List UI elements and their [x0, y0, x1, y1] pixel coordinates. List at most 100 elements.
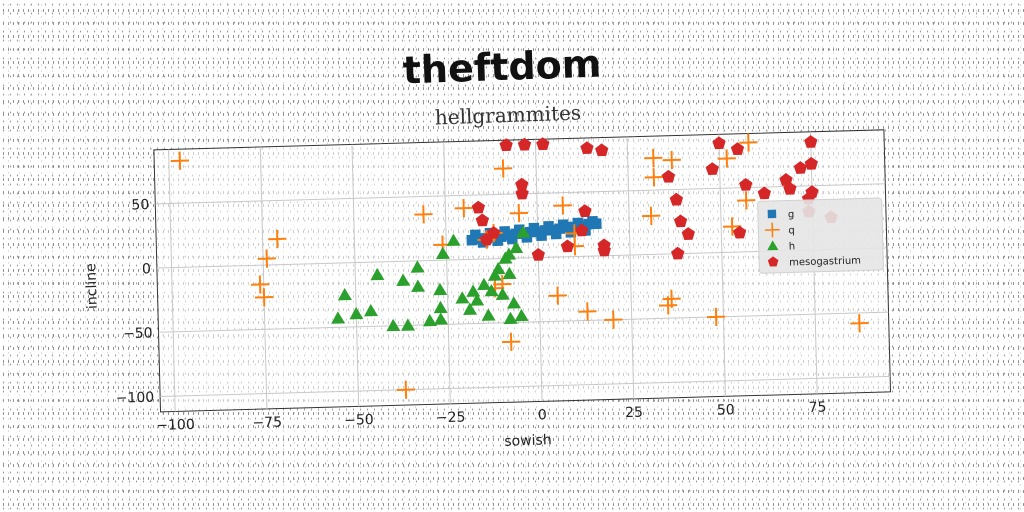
x-grid-line [259, 146, 268, 409]
data-point-h [433, 312, 448, 325]
data-point-h [481, 308, 496, 321]
data-point-h [514, 308, 529, 322]
data-point-q [739, 133, 758, 152]
data-point-q [644, 168, 663, 187]
series-q [170, 133, 869, 399]
data-point-q [644, 148, 663, 168]
data-point-mesogastrium [475, 213, 489, 227]
data-point-mesogastrium [499, 138, 513, 152]
legend-marker-mesogastrium [767, 256, 779, 267]
data-point-g [536, 230, 547, 242]
data-point-q [604, 310, 623, 329]
legend: gqh mesogastrium [757, 197, 884, 274]
data-point-h [337, 287, 352, 301]
data-point-q [642, 206, 661, 226]
x-axis-label: sowish [504, 432, 552, 450]
data-point-mesogastrium [671, 246, 685, 260]
data-point-mesogastrium [479, 232, 494, 246]
data-point-h [495, 287, 510, 300]
data-point-mesogastrium [471, 200, 486, 214]
data-point-h [466, 284, 481, 297]
data-point-mesogastrium [578, 204, 592, 218]
data-point-q [578, 302, 597, 321]
y-tick-label: 0 [142, 261, 151, 277]
data-point-h [435, 246, 450, 260]
data-point-q [662, 289, 681, 308]
data-point-h [386, 318, 401, 332]
data-point-mesogastrium [712, 136, 726, 150]
data-point-mesogastrium [793, 161, 808, 174]
data-point-h [433, 300, 448, 314]
data-point-g [587, 215, 598, 227]
x-grid-line [718, 134, 726, 397]
data-point-q [254, 288, 274, 307]
data-point-h [349, 306, 364, 320]
x-tick-label: 0 [538, 407, 547, 423]
data-point-mesogastrium [515, 186, 529, 200]
data-point-q [717, 149, 736, 168]
data-point-mesogastrium [575, 223, 589, 237]
data-point-q [548, 286, 567, 305]
tick-labels: −100 −75 −50 −25 0 25 50 75 −100 −50 0 50 [116, 197, 827, 434]
x-grid-line [168, 149, 176, 412]
data-point-h [503, 311, 518, 325]
data-point-mesogastrium [661, 169, 676, 183]
data-point-h [446, 233, 461, 247]
data-point-mesogastrium [804, 156, 818, 170]
plot-frame [153, 129, 892, 413]
x-tick-label: 50 [717, 402, 735, 418]
data-point-q [723, 217, 742, 236]
data-point-q [706, 307, 726, 327]
data-point-mesogastrium [783, 181, 797, 195]
data-point-q [454, 199, 473, 218]
data-point-h [484, 283, 499, 297]
series-layer [170, 133, 869, 399]
data-point-h [477, 277, 492, 291]
data-point-g [506, 233, 518, 245]
y-tick-label: −50 [123, 325, 153, 342]
data-point-h [370, 267, 385, 281]
data-point-mesogastrium [595, 143, 609, 157]
data-point-mesogastrium [730, 142, 745, 156]
data-point-mesogastrium [681, 227, 695, 240]
data-point-q [502, 332, 521, 351]
data-point-mesogastrium [732, 225, 747, 239]
x-tick-label: −25 [436, 410, 466, 427]
data-point-h [502, 266, 517, 280]
data-point-h [411, 279, 426, 292]
data-point-q [509, 203, 529, 223]
x-tick-label: 75 [808, 400, 826, 416]
data-point-mesogastrium [517, 137, 532, 151]
data-point-mesogastrium [804, 135, 818, 148]
data-point-h [401, 318, 416, 331]
x-tick-label: −75 [252, 415, 282, 432]
legend-label-h: h [789, 241, 796, 252]
y-grid-line [160, 375, 891, 397]
data-point-mesogastrium [560, 239, 575, 253]
data-point-q [662, 150, 681, 170]
y-axis-label: incline [83, 263, 101, 309]
data-point-mesogastrium [673, 214, 688, 228]
data-point-q [396, 380, 416, 399]
data-point-g [550, 228, 562, 240]
x-grid-line [443, 141, 451, 404]
legend-label-mesogastrium: mesogastrium [789, 256, 861, 269]
data-point-h [516, 225, 531, 238]
data-point-mesogastrium [669, 192, 684, 206]
data-point-mesogastrium [580, 141, 594, 154]
data-point-q [850, 314, 869, 333]
data-point-h [506, 296, 521, 309]
data-point-q [414, 205, 433, 224]
legend-marker-g [767, 209, 777, 219]
data-point-h [498, 251, 513, 264]
data-point-mesogastrium [597, 243, 611, 257]
data-point-mesogastrium [757, 186, 771, 200]
data-point-h [410, 260, 425, 273]
data-point-h [509, 240, 524, 254]
data-point-h [433, 282, 448, 296]
data-point-q [170, 151, 189, 170]
data-point-h [455, 291, 470, 304]
data-point-q [268, 229, 287, 249]
legend-marker-q [765, 222, 780, 238]
